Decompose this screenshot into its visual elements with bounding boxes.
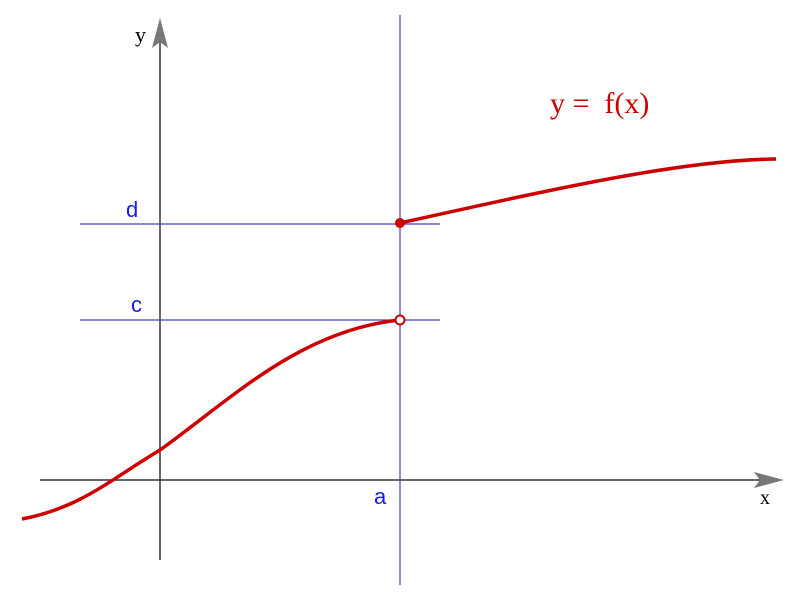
y-arrow [152,18,168,48]
curve-right [399,157,777,225]
x-axis-label: x [760,487,770,509]
x-arrow [754,472,784,488]
function-label: y = f(x) [550,87,649,120]
curve-left [21,318,401,521]
open-point [394,314,406,326]
label-c: c [131,292,142,317]
y-axis-label: y [135,22,146,47]
label-d: d [126,197,138,222]
label-a: a [374,484,387,509]
filled-point [395,218,405,228]
